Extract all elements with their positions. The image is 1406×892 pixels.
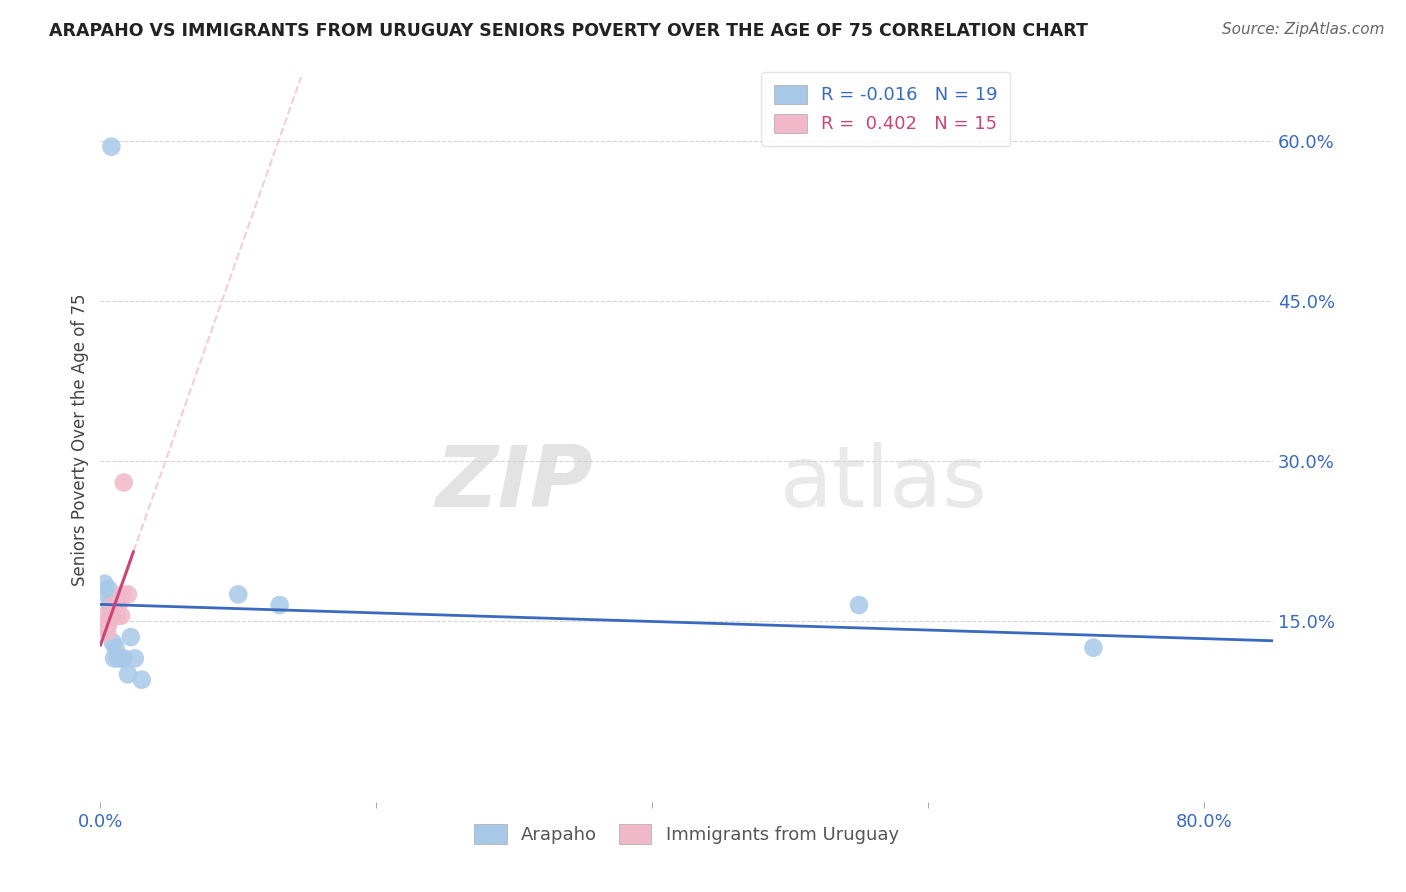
Legend: Arapaho, Immigrants from Uruguay: Arapaho, Immigrants from Uruguay (474, 824, 898, 844)
Point (112, 475, 135, 490)
Y-axis label: Seniors Poverty Over the Age of 75: Seniors Poverty Over the Age of 75 (72, 293, 89, 586)
Point (111, 587, 134, 601)
Point (100, 608, 122, 623)
Point (105, 608, 128, 623)
Point (98, 598, 121, 612)
Point (100, 139, 122, 153)
Text: ZIP: ZIP (434, 442, 593, 524)
Point (1083, 640, 1105, 655)
Point (93, 576, 115, 591)
Point (97, 616, 120, 631)
Text: ARAPAHO VS IMMIGRANTS FROM URUGUAY SENIORS POVERTY OVER THE AGE OF 75 CORRELATIO: ARAPAHO VS IMMIGRANTS FROM URUGUAY SENIO… (49, 22, 1088, 40)
Point (226, 587, 249, 601)
Point (103, 603, 125, 617)
Point (104, 640, 127, 655)
Point (96, 587, 118, 601)
Point (104, 608, 127, 623)
Point (107, 651, 129, 665)
Point (120, 630, 142, 644)
Point (131, 673, 153, 687)
Point (117, 587, 139, 601)
Point (269, 598, 291, 612)
Point (103, 651, 125, 665)
Text: Source: ZipAtlas.com: Source: ZipAtlas.com (1222, 22, 1385, 37)
Point (97, 582, 120, 596)
Point (117, 667, 139, 681)
Point (101, 598, 124, 612)
Point (112, 651, 135, 665)
Point (101, 635, 124, 649)
Point (96, 624, 118, 639)
Point (848, 598, 870, 612)
Point (98, 612, 121, 626)
Point (110, 608, 132, 623)
Point (93, 608, 115, 623)
Point (124, 651, 146, 665)
Point (107, 598, 129, 612)
Point (94, 619, 117, 633)
Point (110, 651, 132, 665)
Point (100, 608, 122, 623)
Text: atlas: atlas (780, 442, 988, 524)
